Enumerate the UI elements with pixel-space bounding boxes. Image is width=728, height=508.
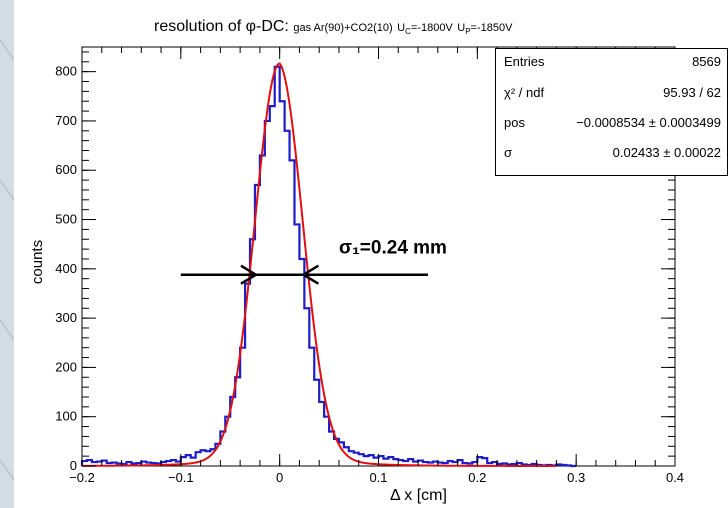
histogram-bin <box>275 67 280 466</box>
stats-value: 0.02433 ± 0.00022 <box>612 145 721 160</box>
histogram-bin <box>280 101 285 466</box>
plot-canvas: σ₁=0.24 mm −0.2 −0.1 0 0.1 0.2 0.3 0.4 0 100 200 3… <box>14 0 728 508</box>
histogram-bin <box>265 121 270 466</box>
x-tick-label: 0.4 <box>666 470 684 485</box>
stats-value: 8569 <box>692 54 721 69</box>
stats-label: Entries <box>504 54 545 69</box>
stats-row-pos: pos −0.0008534 ± 0.0003499 <box>504 113 721 133</box>
x-axis-label: Δ x [cm] <box>390 487 447 504</box>
y-tick-label: 100 <box>55 409 77 424</box>
title-uc: UC=-1800V <box>397 22 453 37</box>
y-tick-label: 300 <box>55 310 77 325</box>
x-tick-label: −0.1 <box>168 470 194 485</box>
y-axis-label: counts <box>29 240 46 284</box>
y-tick-label: 700 <box>55 113 77 128</box>
stats-label: pos <box>504 115 525 130</box>
x-tick-label: 0.1 <box>369 470 387 485</box>
stats-value: 95.93 / 62 <box>663 85 721 100</box>
sigma-annotation: σ₁=0.24 mm <box>339 238 447 259</box>
arrow-right-icon <box>300 264 320 285</box>
y-tick-label: 500 <box>55 212 77 227</box>
title-up: UP=-1850V <box>457 22 513 37</box>
y-tick-label: 600 <box>55 162 77 177</box>
histogram-bin <box>260 155 265 466</box>
x-tick-label: 0 <box>276 470 283 485</box>
histogram-bin <box>364 456 369 466</box>
stats-value: −0.0008534 ± 0.0003499 <box>576 115 721 130</box>
y-tick-label: 0 <box>70 458 77 473</box>
histogram-bin <box>270 106 275 466</box>
x-tick-label: 0.2 <box>468 470 486 485</box>
arrow-left-icon <box>240 264 259 285</box>
histogram-bin <box>285 131 290 466</box>
stats-row-entries: Entries 8569 <box>504 52 721 72</box>
y-tick-label: 800 <box>55 64 77 79</box>
y-tick-label: 200 <box>55 359 77 374</box>
histogram-plot: σ₁=0.24 mm −0.2 −0.1 0 0.1 0.2 0.3 0.4 0 100 200 3… <box>29 46 684 504</box>
x-tick-label: 0.3 <box>567 470 585 485</box>
stats-label: χ² / ndf <box>504 85 545 100</box>
title-main: resolution of φ-DC: <box>154 18 289 35</box>
chart-title: resolution of φ-DC: gas Ar(90)+CO2(10) U… <box>154 18 512 36</box>
y-tick-label: 400 <box>55 261 77 276</box>
title-gas: gas Ar(90)+CO2(10) <box>293 22 393 34</box>
stats-box: Entries 8569 χ² / ndf 95.93 / 62 pos −0.… <box>495 48 728 176</box>
histogram-bin <box>294 224 299 466</box>
stats-row-chi2: χ² / ndf 95.93 / 62 <box>504 83 721 103</box>
stats-row-sigma: σ 0.02433 ± 0.00022 <box>504 143 721 163</box>
stats-label: σ <box>504 145 513 160</box>
x-tick-label: −0.2 <box>69 470 95 485</box>
